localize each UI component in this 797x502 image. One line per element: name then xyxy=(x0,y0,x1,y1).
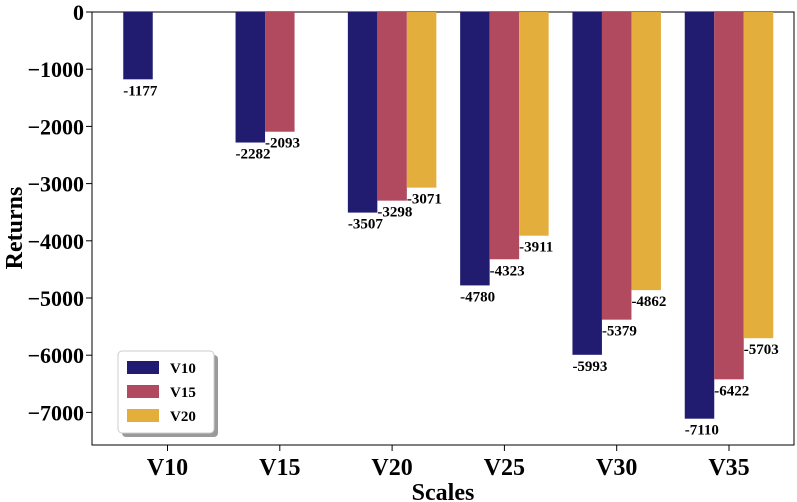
y-axis-title: Returns xyxy=(2,187,28,270)
bar-v15-v15 xyxy=(265,12,295,132)
bar-v15-v25 xyxy=(489,12,520,260)
data-label-v15-v15: -2093 xyxy=(265,136,300,152)
x-tick-label: V30 xyxy=(596,455,637,481)
bar-v10-v35 xyxy=(684,12,715,419)
bar-v10-v25 xyxy=(460,12,490,286)
y-axis-ticks: 0 −1000 −2000 −3000 −4000 −5000 −6000 −7000 xyxy=(27,0,92,425)
x-tick-label: V35 xyxy=(708,455,749,481)
legend-swatch-v20 xyxy=(127,409,159,422)
bar-v20-v20 xyxy=(406,12,437,188)
bar-v15-v35 xyxy=(714,12,744,380)
bar-v20-v25 xyxy=(519,12,549,236)
data-label-v10-v15: -2282 xyxy=(236,147,271,163)
x-axis-title: Scales xyxy=(412,480,475,502)
data-label-v20-v35: -5703 xyxy=(744,342,779,358)
data-label-v20-v20: -3071 xyxy=(407,192,442,208)
y-tick-label: −2000 xyxy=(27,114,84,139)
bar-v20-v30 xyxy=(631,12,661,291)
y-tick-label: −7000 xyxy=(27,400,84,425)
x-axis-ticks: V10 V15 V20 V25 V30 V35 xyxy=(147,445,750,481)
bar-v10-v10 xyxy=(123,12,153,80)
bar-v15-v20 xyxy=(377,12,407,201)
data-label-v20-v30: -4862 xyxy=(631,294,666,310)
data-label-v10-v25: -4780 xyxy=(460,289,495,305)
bar-v10-v20 xyxy=(347,12,378,213)
bar-v10-v15 xyxy=(235,12,266,143)
x-tick-label: V25 xyxy=(484,455,525,481)
data-label-v10-v10: -1177 xyxy=(123,83,158,99)
data-label-v10-v20: -3507 xyxy=(348,217,383,233)
plot-frame xyxy=(91,11,795,446)
y-tick-label: −4000 xyxy=(27,229,84,254)
data-label-v10-v30: -5993 xyxy=(572,359,607,375)
y-tick-label: 0 xyxy=(73,0,84,25)
legend-swatch-v15 xyxy=(127,385,159,398)
data-label-v20-v25: -3911 xyxy=(519,240,553,256)
data-label-v10-v35: -7110 xyxy=(685,423,719,439)
legend-label-v15: V15 xyxy=(170,385,196,401)
bar-v10-v30 xyxy=(572,12,602,355)
y-tick-label: −5000 xyxy=(27,286,84,311)
y-tick-label: −1000 xyxy=(27,57,84,82)
legend-swatch-v10 xyxy=(127,361,159,374)
x-tick-label: V20 xyxy=(371,455,412,481)
x-tick-label: V15 xyxy=(259,455,300,481)
data-label-v15-v35: -6422 xyxy=(714,383,749,399)
bar-v20-v35 xyxy=(743,12,774,339)
data-label-v15-v30: -5379 xyxy=(602,324,637,340)
legend-label-v20: V20 xyxy=(170,409,196,425)
bar-v15-v30 xyxy=(601,12,632,320)
x-tick-label: V10 xyxy=(147,455,188,481)
legend-label-v10: V10 xyxy=(170,361,196,377)
y-tick-label: −6000 xyxy=(27,343,84,368)
data-label-v15-v20: -3298 xyxy=(377,205,412,221)
legend: V10 V15 V20 xyxy=(117,350,218,437)
y-tick-label: −3000 xyxy=(27,172,84,197)
bars-group xyxy=(123,12,774,419)
data-label-v15-v25: -4323 xyxy=(490,263,525,279)
data-labels-group: -1177 -2282-2093 -3507-3298-3071 -4780 -4323… xyxy=(123,83,779,438)
